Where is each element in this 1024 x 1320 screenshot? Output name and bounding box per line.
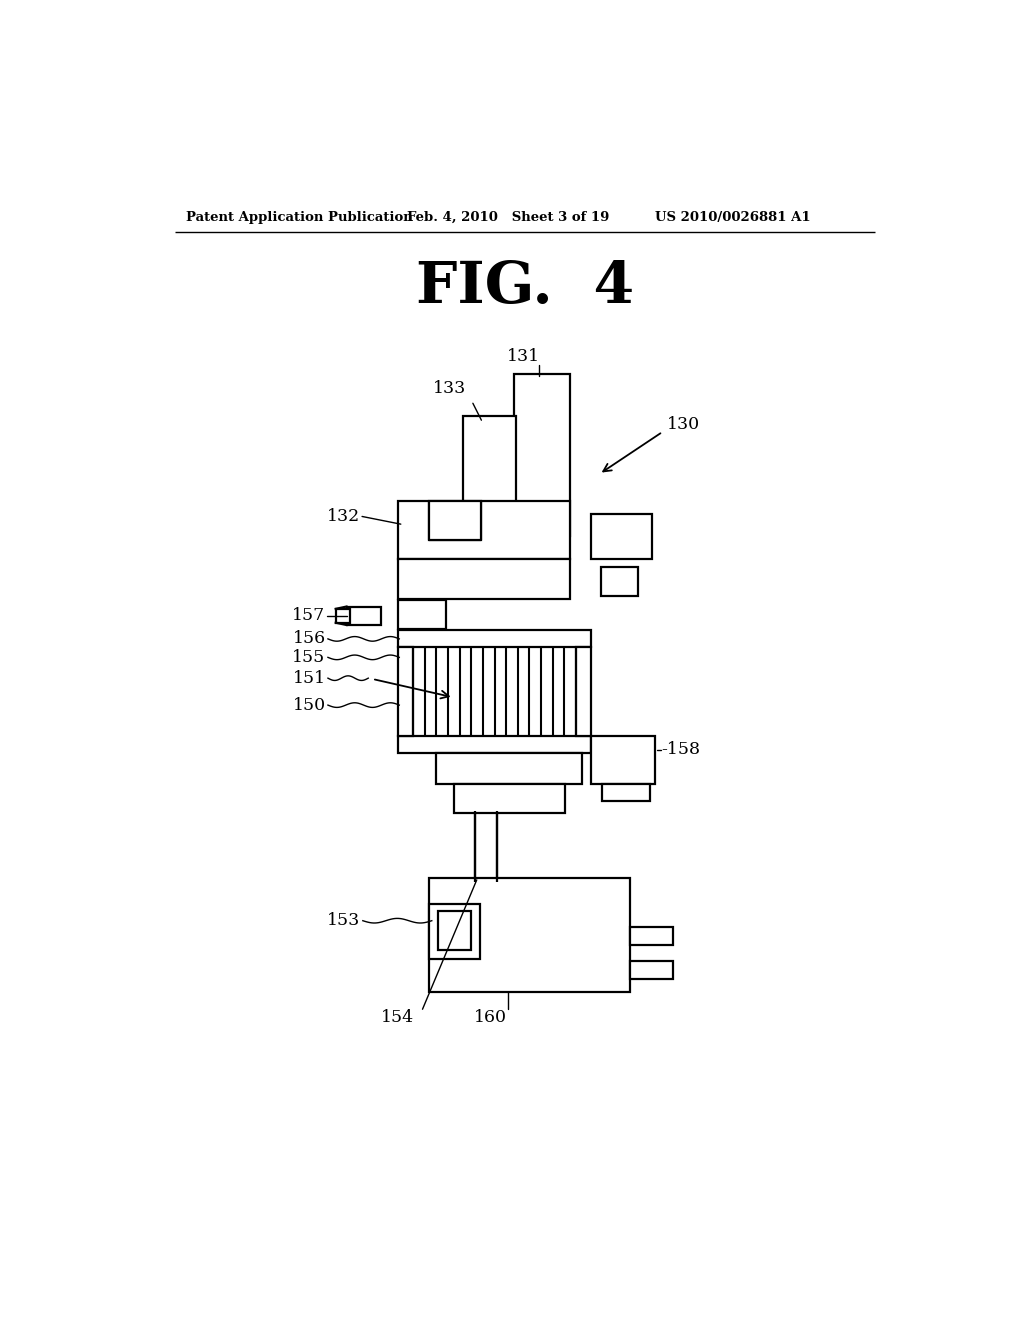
Bar [601, 566, 638, 595]
Bar [436, 752, 583, 784]
Bar [397, 647, 414, 737]
Bar [630, 927, 673, 945]
Bar [397, 630, 592, 647]
Text: 133: 133 [433, 380, 466, 397]
Text: 151: 151 [293, 669, 326, 686]
Bar [336, 609, 349, 623]
Text: Feb. 4, 2010   Sheet 3 of 19: Feb. 4, 2010 Sheet 3 of 19 [407, 211, 609, 224]
Text: US 2010/0026881 A1: US 2010/0026881 A1 [655, 211, 811, 224]
Text: 150: 150 [293, 697, 326, 714]
Text: 160: 160 [474, 1010, 507, 1026]
Bar [429, 502, 481, 540]
Bar [429, 878, 630, 993]
Text: 157: 157 [293, 607, 326, 624]
Bar [397, 558, 569, 599]
Text: 156: 156 [293, 631, 326, 647]
Text: FIG.  4: FIG. 4 [416, 259, 634, 314]
Bar [514, 374, 569, 536]
Bar [397, 599, 445, 628]
Bar [346, 607, 381, 626]
Text: 155: 155 [293, 649, 326, 665]
Bar [592, 737, 655, 784]
Text: -158: -158 [662, 742, 700, 758]
Text: 132: 132 [328, 508, 360, 525]
Text: 131: 131 [507, 347, 540, 364]
Text: 130: 130 [667, 416, 699, 433]
Bar [575, 647, 592, 737]
Bar [592, 515, 652, 558]
Bar [397, 502, 569, 558]
Bar [463, 416, 515, 506]
Text: 154: 154 [381, 1010, 415, 1026]
Bar [630, 961, 673, 979]
Bar [602, 784, 650, 800]
Bar [397, 737, 592, 752]
Text: Patent Application Publication: Patent Application Publication [186, 211, 413, 224]
Bar [454, 784, 565, 813]
Bar [429, 904, 480, 960]
Text: 153: 153 [328, 912, 360, 929]
Bar [438, 911, 471, 950]
